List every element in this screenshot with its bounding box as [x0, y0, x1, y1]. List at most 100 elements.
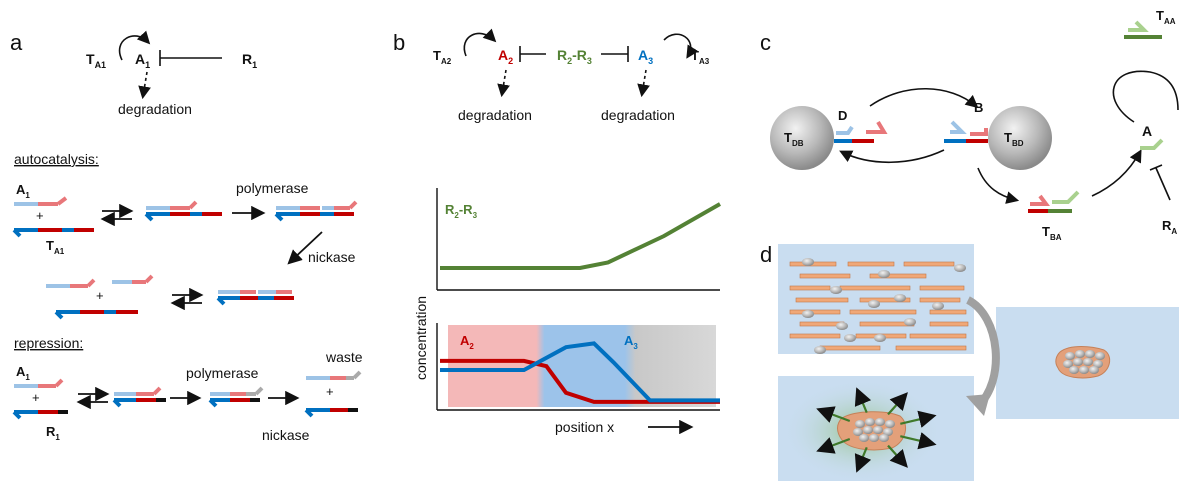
bead [878, 270, 890, 278]
bead [1095, 352, 1105, 360]
fiber [919, 297, 961, 303]
svg-text:A1: A1 [16, 364, 30, 382]
svg-text:+: + [96, 288, 104, 303]
fiber [799, 273, 851, 279]
fiber [859, 297, 911, 303]
signal-arrow [900, 410, 937, 428]
panel-b: b TA2 A2 R2-R3 A3 TA3 degradation degrad… [393, 28, 721, 435]
bead [1065, 352, 1075, 360]
position-background-band [448, 325, 716, 407]
bead-tdb [770, 106, 834, 170]
fiber [849, 309, 917, 315]
signal-arrow [816, 437, 851, 454]
fiber [789, 309, 841, 315]
a3-series-line [440, 341, 720, 403]
fiber [839, 285, 911, 291]
panel-c-label: c [760, 30, 771, 55]
fiber [847, 261, 895, 267]
aggregate-beads [1063, 350, 1105, 374]
bead [859, 434, 869, 442]
bead [873, 426, 883, 434]
bead [954, 264, 966, 272]
panel-b-top-motif: TA2 A2 R2-R3 A3 TA3 degradation degradat… [433, 28, 710, 123]
bead [875, 418, 885, 426]
svg-text:+: + [36, 208, 44, 223]
signaling-beads [853, 418, 895, 442]
panel-a-top-motif: TA1 A1 R1 degradation [86, 30, 257, 117]
bead [802, 258, 814, 266]
svg-text:A2: A2 [498, 47, 513, 66]
bead [879, 434, 889, 442]
svg-text:TBD: TBD [1004, 130, 1024, 148]
panel-b-label: b [393, 30, 405, 55]
r2r3-series-line [440, 202, 721, 270]
bead [863, 426, 873, 434]
bead [830, 286, 842, 294]
fiber [919, 285, 965, 291]
waste-label: waste [325, 349, 363, 365]
svg-text:TA3: TA3 [691, 48, 710, 66]
self-activation-arrow [118, 30, 151, 61]
svg-text:R1: R1 [242, 51, 257, 70]
bead [869, 434, 879, 442]
signal-arrow [854, 446, 872, 473]
bead [894, 294, 906, 302]
svg-text:R2-R3: R2-R3 [557, 47, 592, 66]
fiber [819, 345, 881, 351]
panel-a: a TA1 A1 R1 degradation autocatalysis: A… [10, 30, 363, 443]
degradation-right-label: degradation [601, 107, 675, 123]
fiber [929, 309, 967, 315]
bead [853, 428, 863, 436]
svg-text:A3: A3 [638, 47, 653, 66]
bead [885, 420, 895, 428]
signal-arrows [816, 387, 937, 473]
svg-text:TDB: TDB [784, 130, 804, 148]
polymerase-label: polymerase [236, 180, 309, 196]
bead [868, 300, 880, 308]
upper-plot-label: R2-R3 [445, 202, 478, 220]
bead [1069, 366, 1079, 374]
fiber [909, 333, 967, 339]
bead [865, 418, 875, 426]
svg-text:TA1: TA1 [46, 238, 65, 256]
y-axis-label: concentration [413, 296, 429, 380]
signal-arrow [816, 406, 851, 423]
degradation-left-label: degradation [458, 107, 532, 123]
repression-nickase-label: nickase [262, 427, 310, 443]
panel-d: d [760, 242, 1179, 481]
svg-text:D: D [838, 108, 847, 123]
panel-c: c TDB D TBD B TBA TAA A RA [760, 8, 1179, 242]
svg-text:R1: R1 [46, 424, 60, 442]
degradation-label: degradation [118, 101, 192, 117]
svg-text:A1: A1 [135, 51, 150, 70]
bead [1089, 366, 1099, 374]
svg-text:TAA: TAA [1156, 8, 1176, 26]
svg-text:B: B [974, 100, 983, 115]
svg-text:RA: RA [1162, 218, 1177, 236]
fiber [903, 261, 955, 267]
fiber [929, 321, 969, 327]
bead [1075, 350, 1085, 358]
lower-plot: A2 A3 [436, 323, 720, 411]
bead [1093, 360, 1103, 368]
fiber [789, 285, 831, 291]
bead [855, 420, 865, 428]
svg-text:A: A [1142, 123, 1152, 139]
upper-plot: R2-R3 [436, 188, 721, 291]
svg-text:TA2: TA2 [433, 48, 452, 66]
panel-a-label: a [10, 30, 23, 55]
panel-d-label: d [760, 242, 772, 267]
bead [836, 322, 848, 330]
repression-section: repression: A1 + R1 polymerase [12, 335, 363, 443]
bead [1085, 350, 1095, 358]
bead [874, 334, 886, 342]
lower-a2-label: A2 [460, 333, 474, 351]
fiber [795, 297, 849, 303]
fiber [895, 345, 967, 351]
signal-arrow [900, 432, 937, 450]
bead [883, 428, 893, 436]
bead [802, 310, 814, 318]
bead [1079, 366, 1089, 374]
lower-a3-label: A3 [624, 333, 638, 351]
